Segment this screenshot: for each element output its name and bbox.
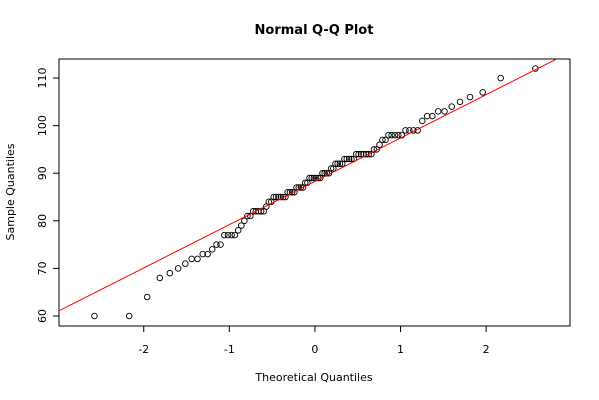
point bbox=[199, 250, 206, 258]
point bbox=[91, 312, 98, 320]
reference-line bbox=[59, 59, 558, 312]
point bbox=[194, 255, 201, 263]
point bbox=[423, 112, 431, 120]
plot-frame bbox=[58, 58, 571, 327]
y-tick-label: 110 bbox=[36, 68, 49, 89]
point bbox=[323, 169, 330, 177]
point bbox=[217, 241, 224, 248]
point bbox=[306, 174, 313, 182]
point bbox=[497, 74, 504, 82]
point bbox=[345, 155, 353, 163]
y-tick-label: 60 bbox=[36, 309, 49, 323]
point bbox=[125, 312, 133, 320]
point bbox=[385, 131, 392, 139]
point bbox=[466, 93, 474, 101]
point bbox=[310, 174, 318, 182]
point bbox=[419, 117, 426, 125]
point bbox=[352, 150, 360, 158]
point bbox=[327, 165, 335, 172]
x-tick-label: 2 bbox=[483, 343, 490, 356]
point bbox=[336, 160, 344, 167]
x-tick-label: 0 bbox=[311, 343, 318, 356]
point bbox=[231, 231, 239, 239]
y-tick-label: 80 bbox=[36, 214, 49, 228]
point bbox=[208, 246, 216, 253]
point bbox=[156, 274, 164, 282]
y-axis-label: Sample Quantiles bbox=[4, 143, 17, 240]
point bbox=[343, 155, 351, 163]
x-tick-label: -1 bbox=[224, 343, 235, 356]
point bbox=[234, 227, 242, 234]
point bbox=[224, 231, 232, 239]
point bbox=[441, 108, 448, 115]
point bbox=[166, 269, 174, 277]
point bbox=[365, 150, 372, 158]
point bbox=[228, 231, 235, 239]
point bbox=[244, 212, 251, 220]
chart-title: Normal Q-Q Plot bbox=[255, 23, 374, 38]
point bbox=[238, 222, 245, 229]
point bbox=[308, 174, 315, 182]
point bbox=[188, 255, 195, 263]
x-tick-label: -2 bbox=[138, 343, 149, 356]
point bbox=[398, 131, 406, 139]
point bbox=[395, 131, 402, 139]
point bbox=[341, 155, 348, 163]
point bbox=[448, 103, 455, 110]
point bbox=[382, 136, 389, 144]
point bbox=[370, 146, 378, 153]
point bbox=[182, 260, 189, 267]
y-tick-label: 70 bbox=[36, 261, 49, 275]
x-tick-label: 1 bbox=[397, 343, 404, 356]
point bbox=[348, 155, 355, 163]
point bbox=[270, 193, 277, 201]
point bbox=[402, 127, 409, 134]
point bbox=[434, 108, 442, 115]
point bbox=[241, 217, 248, 225]
point bbox=[376, 141, 383, 148]
point bbox=[247, 212, 254, 220]
point bbox=[295, 184, 303, 191]
point bbox=[391, 131, 399, 139]
point bbox=[319, 169, 326, 177]
point bbox=[221, 231, 228, 239]
point bbox=[288, 189, 296, 196]
point bbox=[355, 150, 362, 158]
point bbox=[379, 136, 386, 144]
point bbox=[174, 265, 182, 272]
point bbox=[479, 89, 486, 96]
point bbox=[204, 250, 211, 258]
point bbox=[429, 112, 436, 120]
point bbox=[143, 293, 151, 301]
point bbox=[213, 241, 220, 248]
y-tick-label: 100 bbox=[36, 115, 49, 136]
point bbox=[279, 193, 287, 201]
point bbox=[388, 131, 395, 139]
point bbox=[373, 146, 380, 153]
y-tick-label: 90 bbox=[36, 166, 49, 180]
point bbox=[332, 160, 339, 167]
point bbox=[456, 98, 464, 106]
point bbox=[302, 179, 309, 186]
point bbox=[357, 150, 365, 158]
point bbox=[272, 193, 280, 201]
point bbox=[334, 160, 341, 167]
x-axis-label: Theoretical Quantiles bbox=[254, 371, 372, 384]
